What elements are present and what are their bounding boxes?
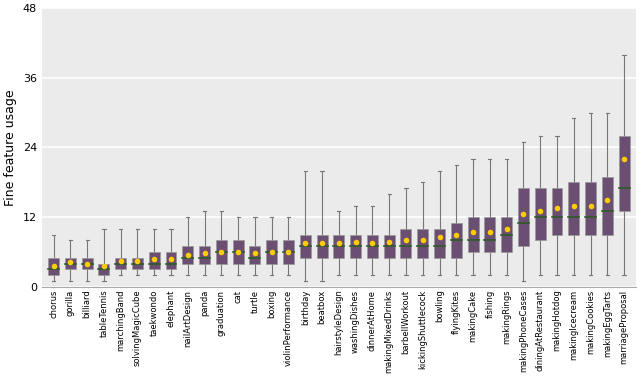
- Bar: [484, 217, 495, 252]
- Bar: [451, 223, 461, 258]
- Bar: [501, 217, 512, 252]
- Bar: [65, 258, 76, 270]
- Bar: [333, 234, 344, 258]
- Bar: [417, 229, 428, 258]
- Y-axis label: Fine feature usage: Fine feature usage: [4, 89, 17, 206]
- Bar: [149, 252, 160, 270]
- Bar: [216, 241, 227, 264]
- Bar: [82, 258, 93, 270]
- Bar: [585, 182, 596, 234]
- Bar: [300, 234, 311, 258]
- Bar: [401, 229, 412, 258]
- Bar: [99, 264, 109, 275]
- Bar: [317, 234, 328, 258]
- Bar: [350, 234, 361, 258]
- Bar: [367, 234, 378, 258]
- Bar: [199, 246, 210, 264]
- Bar: [166, 252, 177, 270]
- Bar: [266, 241, 277, 264]
- Bar: [182, 246, 193, 264]
- Bar: [384, 234, 395, 258]
- Bar: [283, 241, 294, 264]
- Bar: [568, 182, 579, 234]
- Bar: [434, 229, 445, 258]
- Bar: [233, 241, 244, 264]
- Bar: [132, 258, 143, 270]
- Bar: [250, 246, 260, 264]
- Bar: [552, 188, 563, 234]
- Bar: [518, 188, 529, 246]
- Bar: [619, 136, 630, 211]
- Bar: [535, 188, 546, 241]
- Bar: [115, 258, 126, 270]
- Bar: [468, 217, 479, 252]
- Bar: [48, 258, 59, 275]
- Bar: [602, 176, 612, 234]
